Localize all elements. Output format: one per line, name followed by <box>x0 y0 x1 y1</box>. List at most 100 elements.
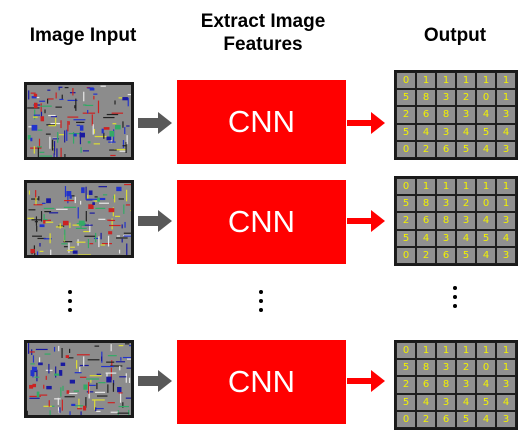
grid-cell: 4 <box>496 229 516 247</box>
grid-cell: 1 <box>416 178 436 196</box>
input-image-1 <box>24 82 134 160</box>
grid-cell: 1 <box>496 72 516 90</box>
grid-cell: 2 <box>396 376 416 394</box>
ellipsis-cnn <box>258 290 264 317</box>
grid-cell: 1 <box>436 342 456 360</box>
grid-cell: 3 <box>456 212 476 230</box>
grid-cell: 8 <box>416 89 436 107</box>
grid-cell: 5 <box>396 359 416 377</box>
grid-cell: 2 <box>416 140 436 158</box>
grid-cell: 1 <box>416 342 436 360</box>
grid-cell: 5 <box>476 123 496 141</box>
grid-cell: 4 <box>416 393 436 411</box>
grid-cell: 4 <box>416 123 436 141</box>
grid-cell: 1 <box>456 342 476 360</box>
gray-arrow-3 <box>138 370 172 392</box>
feature-map-image <box>27 343 131 415</box>
grid-cell: 1 <box>496 178 516 196</box>
grid-cell: 5 <box>476 229 496 247</box>
extract-features-header: Extract Image Features <box>178 10 348 56</box>
grid-cell: 3 <box>436 195 456 213</box>
grid-cell: 3 <box>496 212 516 230</box>
grid-cell: 1 <box>456 72 476 90</box>
grid-cell: 5 <box>476 393 496 411</box>
red-arrow-3 <box>347 370 385 392</box>
grid-cell: 6 <box>416 376 436 394</box>
grid-cell: 3 <box>436 393 456 411</box>
gray-arrow-2 <box>138 210 172 232</box>
grid-cell: 1 <box>436 178 456 196</box>
feature-map-image <box>27 85 131 157</box>
grid-cell: 2 <box>456 89 476 107</box>
grid-cell: 3 <box>456 376 476 394</box>
grid-cell: 0 <box>396 342 416 360</box>
grid-cell: 1 <box>476 72 496 90</box>
red-arrow-2 <box>347 210 385 232</box>
input-image-2 <box>24 180 134 258</box>
grid-cell: 0 <box>396 246 416 264</box>
cnn-box-2: CNN <box>177 180 346 264</box>
grid-cell: 5 <box>396 393 416 411</box>
input-image-3 <box>24 340 134 418</box>
grid-cell: 0 <box>396 178 416 196</box>
grid-cell: 5 <box>456 140 476 158</box>
grid-cell: 3 <box>456 106 476 124</box>
grid-cell: 5 <box>396 195 416 213</box>
grid-cell: 8 <box>436 376 456 394</box>
grid-cell: 0 <box>476 359 496 377</box>
feature-map-image <box>27 183 131 255</box>
grid-cell: 0 <box>396 72 416 90</box>
grid-cell: 5 <box>396 229 416 247</box>
extract-header-line2: Features <box>223 34 303 55</box>
grid-cell: 3 <box>436 229 456 247</box>
grid-cell: 8 <box>416 359 436 377</box>
image-input-header: Image Input <box>29 25 137 46</box>
grid-cell: 1 <box>496 89 516 107</box>
grid-cell: 2 <box>416 410 436 428</box>
extract-header-line1: Extract Image <box>200 11 326 32</box>
grid-cell: 0 <box>476 89 496 107</box>
grid-cell: 4 <box>496 393 516 411</box>
grid-cell: 4 <box>416 229 436 247</box>
red-arrow-1 <box>347 112 385 134</box>
grid-cell: 6 <box>436 246 456 264</box>
grid-cell: 1 <box>476 178 496 196</box>
grid-cell: 2 <box>456 359 476 377</box>
grid-cell: 1 <box>476 342 496 360</box>
grid-cell: 6 <box>436 410 456 428</box>
grid-cell: 2 <box>396 106 416 124</box>
grid-cell: 0 <box>396 140 416 158</box>
ellipsis-input <box>67 290 73 317</box>
grid-cell: 8 <box>436 212 456 230</box>
grid-cell: 4 <box>496 123 516 141</box>
cnn-box-3: CNN <box>177 340 346 424</box>
grid-cell: 1 <box>436 72 456 90</box>
grid-cell: 1 <box>416 72 436 90</box>
grid-cell: 0 <box>476 195 496 213</box>
grid-cell: 5 <box>396 89 416 107</box>
grid-cell: 6 <box>416 212 436 230</box>
grid-cell: 5 <box>456 410 476 428</box>
grid-cell: 3 <box>436 359 456 377</box>
grid-cell: 3 <box>436 123 456 141</box>
grid-cell: 2 <box>396 212 416 230</box>
grid-cell: 3 <box>496 246 516 264</box>
gray-arrow-1 <box>138 112 172 134</box>
grid-cell: 4 <box>476 376 496 394</box>
grid-cell: 4 <box>476 106 496 124</box>
cnn-box-1: CNN <box>177 80 346 164</box>
grid-cell: 4 <box>456 123 476 141</box>
grid-cell: 3 <box>496 106 516 124</box>
grid-cell: 3 <box>496 140 516 158</box>
ellipsis-output <box>452 286 458 313</box>
grid-cell: 4 <box>476 246 496 264</box>
grid-cell: 4 <box>456 229 476 247</box>
grid-cell: 4 <box>476 410 496 428</box>
output-header: Output <box>423 25 487 46</box>
grid-cell: 3 <box>436 89 456 107</box>
grid-cell: 3 <box>496 410 516 428</box>
grid-cell: 4 <box>476 212 496 230</box>
